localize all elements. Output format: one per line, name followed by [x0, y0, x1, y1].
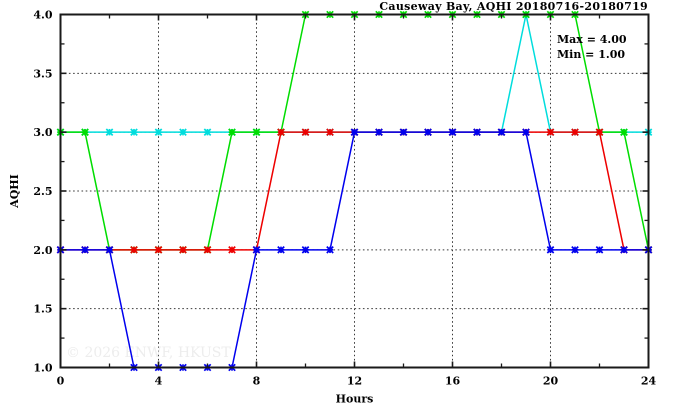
- x-tick-label: 20: [543, 375, 559, 388]
- x-tick-label: 16: [445, 375, 461, 388]
- y-tick-label: 1.5: [33, 303, 52, 316]
- y-tick-label: 4.0: [33, 9, 52, 22]
- y-axis-title: AQHI: [8, 174, 21, 209]
- y-tick-label: 1.0: [33, 362, 52, 375]
- axis-ticks: [59, 13, 650, 369]
- axis-labels: 1.0 1.5 2.0 2.5 3.0 3.5 4.0 0 4 8 12 16 20 24 Hours AQH…: [8, 9, 656, 406]
- chart-title: Causeway Bay, AQHI 20180716-20180719: [379, 0, 648, 13]
- watermark: © 2026 ENWF, HKUST: [66, 345, 231, 361]
- y-tick-label: 3.0: [33, 126, 52, 139]
- x-tick-label: 8: [253, 375, 261, 388]
- min-value-annotation: Min = 1.00: [557, 48, 625, 61]
- max-value-annotation: Max = 4.00: [557, 33, 627, 46]
- x-tick-label: 4: [155, 375, 163, 388]
- y-tick-label: 2.5: [33, 185, 52, 198]
- x-tick-label: 12: [347, 375, 362, 388]
- x-tick-label: 0: [57, 375, 65, 388]
- gridlines: [60, 14, 649, 368]
- x-tick-label: 24: [641, 375, 657, 388]
- x-axis-title: Hours: [336, 393, 374, 406]
- y-tick-label: 2.0: [33, 244, 52, 257]
- y-tick-label: 3.5: [33, 67, 52, 80]
- annotations: Max = 4.00 Min = 1.00: [557, 33, 627, 61]
- watermark-text: © 2026 ENWF, HKUST: [66, 345, 231, 361]
